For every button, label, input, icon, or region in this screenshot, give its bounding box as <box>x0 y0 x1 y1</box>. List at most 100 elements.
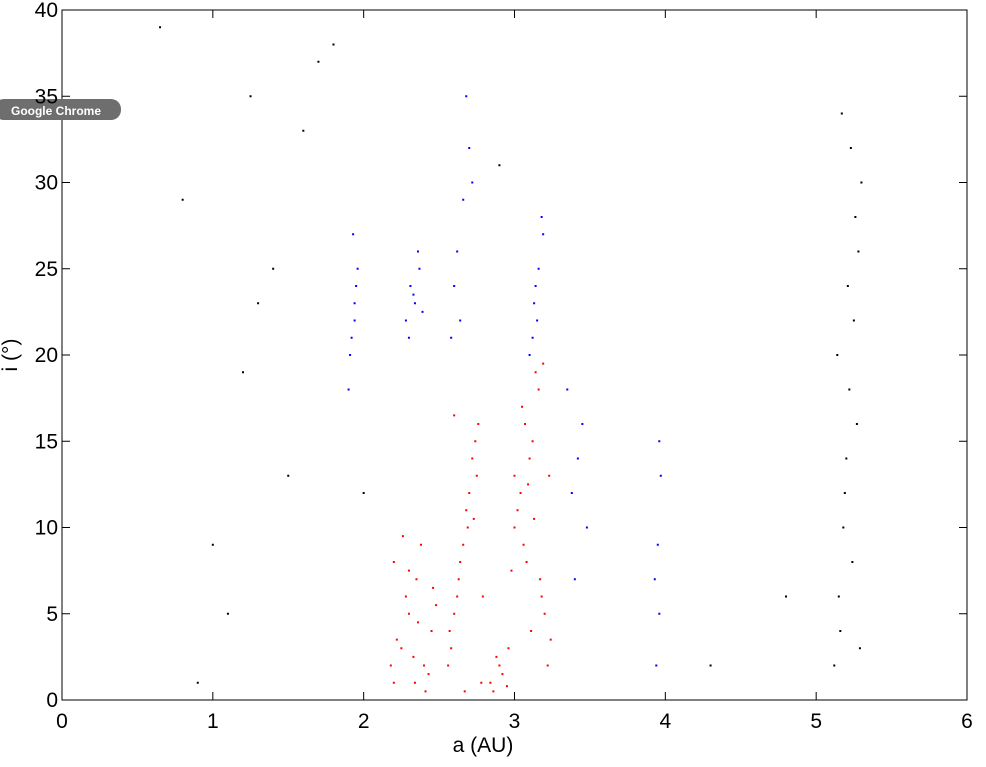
point <box>533 302 536 305</box>
point <box>450 647 453 650</box>
point <box>785 595 787 598</box>
point <box>465 509 468 512</box>
point <box>498 664 501 667</box>
x-tick-label: 5 <box>810 710 822 733</box>
y-axis-label: i (°) <box>0 339 22 372</box>
point <box>392 561 395 563</box>
point <box>533 517 536 520</box>
x-tick-label: 1 <box>207 710 219 733</box>
point <box>272 267 275 270</box>
point <box>392 681 395 684</box>
point <box>492 690 495 693</box>
point <box>355 285 358 287</box>
point <box>498 164 501 167</box>
point <box>501 673 504 676</box>
y-tick-label: 30 <box>35 172 58 195</box>
point <box>352 233 355 236</box>
point <box>531 440 534 443</box>
point <box>537 388 540 391</box>
point <box>471 181 474 184</box>
point <box>462 543 465 546</box>
point <box>843 492 846 494</box>
point <box>845 457 848 460</box>
point <box>419 543 422 546</box>
y-tick-label: 0 <box>46 689 58 712</box>
point <box>534 371 537 374</box>
point <box>522 543 525 546</box>
point <box>468 492 471 494</box>
point <box>848 388 851 391</box>
point <box>317 60 320 63</box>
point <box>472 517 475 520</box>
point <box>400 647 403 650</box>
plot-frame <box>61 9 968 701</box>
point <box>287 474 290 477</box>
point <box>495 655 498 658</box>
point <box>513 526 516 529</box>
point <box>548 474 551 477</box>
point <box>389 664 392 667</box>
point <box>543 612 546 615</box>
point <box>513 474 516 477</box>
point <box>849 147 852 149</box>
point <box>242 371 244 374</box>
point <box>840 112 843 115</box>
point <box>851 561 854 563</box>
point <box>457 578 460 581</box>
point <box>510 569 513 572</box>
point <box>855 423 858 425</box>
point <box>181 198 184 201</box>
point <box>576 457 579 460</box>
point <box>709 664 712 667</box>
point <box>416 621 419 624</box>
tooltip-box <box>0 99 121 120</box>
point <box>842 526 845 529</box>
marks <box>159 26 863 693</box>
point <box>839 630 842 632</box>
point <box>211 543 214 546</box>
point <box>854 216 857 218</box>
point <box>349 354 352 356</box>
point <box>249 95 252 98</box>
point <box>858 647 861 650</box>
point <box>474 440 477 443</box>
point <box>350 336 353 339</box>
point <box>857 250 860 253</box>
point <box>448 630 451 632</box>
y-tick-label: 40 <box>35 0 58 22</box>
point <box>833 664 836 667</box>
point <box>450 336 453 339</box>
point <box>196 681 199 684</box>
point <box>471 457 474 460</box>
point <box>477 423 480 425</box>
point <box>347 388 350 391</box>
point <box>453 414 456 417</box>
point <box>418 267 421 270</box>
point <box>423 664 425 667</box>
point <box>459 561 462 563</box>
point <box>658 440 661 443</box>
point <box>481 595 484 598</box>
point <box>401 535 404 538</box>
point <box>430 630 433 632</box>
point <box>531 336 534 339</box>
x-tick-label: 4 <box>659 710 671 733</box>
y-tick-label: 25 <box>35 258 58 281</box>
point <box>524 423 527 425</box>
x-axis-label: a (AU) <box>453 734 514 757</box>
point <box>656 543 659 546</box>
point <box>409 285 412 287</box>
point <box>453 612 456 615</box>
point <box>226 612 229 615</box>
point <box>658 612 661 615</box>
point <box>528 457 531 460</box>
point <box>581 423 584 425</box>
point <box>362 492 365 494</box>
point <box>540 595 543 598</box>
point <box>412 293 415 296</box>
point <box>468 147 471 149</box>
point <box>353 302 356 305</box>
point <box>416 250 419 253</box>
point <box>659 474 662 477</box>
